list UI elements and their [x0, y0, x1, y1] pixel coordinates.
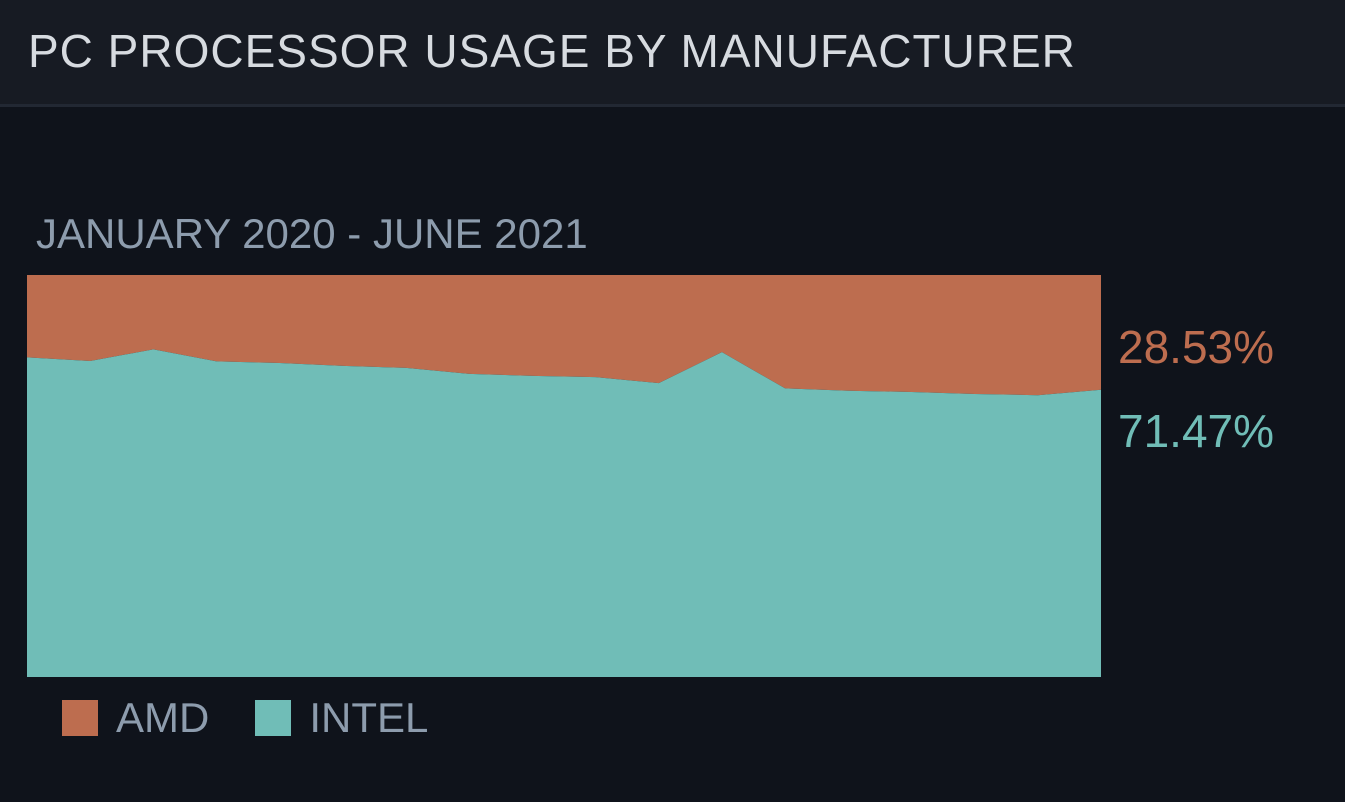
data-point-2021-01[interactable] [781, 384, 789, 392]
header-bar: PC PROCESSOR USAGE BY MANUFACTURER [0, 0, 1345, 107]
data-point-2020-09[interactable] [528, 372, 536, 380]
amd-end-value-label: 28.53% [1118, 321, 1275, 373]
data-point-2021-05[interactable] [1034, 391, 1042, 399]
intel-color-swatch [255, 700, 292, 736]
chart-legend: AMD INTEL [62, 690, 474, 746]
legend-label-amd: AMD [116, 694, 210, 741]
data-point-2021-03[interactable] [907, 388, 915, 396]
data-point-2020-01[interactable] [23, 353, 31, 361]
data-point-2021-04[interactable] [971, 390, 979, 398]
data-point-2020-08[interactable] [465, 370, 473, 378]
data-point-2020-10[interactable] [592, 373, 600, 381]
data-point-2020-05[interactable] [276, 359, 284, 367]
data-point-2020-12[interactable] [718, 348, 726, 356]
intel-end-value-label: 71.47% [1118, 405, 1275, 457]
page-title: PC PROCESSOR USAGE BY MANUFACTURER [28, 25, 1076, 77]
data-point-2020-11[interactable] [655, 379, 663, 387]
data-point-2020-02[interactable] [86, 357, 94, 365]
data-point-2020-03[interactable] [149, 345, 157, 353]
data-point-2021-06[interactable] [1097, 386, 1105, 394]
chart-subtitle: JANUARY 2020 - JUNE 2021 [36, 210, 588, 257]
amd-color-swatch [62, 700, 98, 736]
data-point-2020-04[interactable] [213, 357, 221, 365]
legend-item-amd[interactable]: AMD [62, 694, 209, 742]
series-area-amd [27, 275, 1101, 396]
legend-item-intel[interactable]: INTEL [255, 694, 428, 742]
data-point-2020-07[interactable] [402, 364, 410, 372]
data-point-2020-06[interactable] [339, 362, 347, 370]
data-point-2021-02[interactable] [844, 387, 852, 395]
legend-label-intel: INTEL [309, 694, 429, 741]
series-area-intel [27, 349, 1101, 677]
